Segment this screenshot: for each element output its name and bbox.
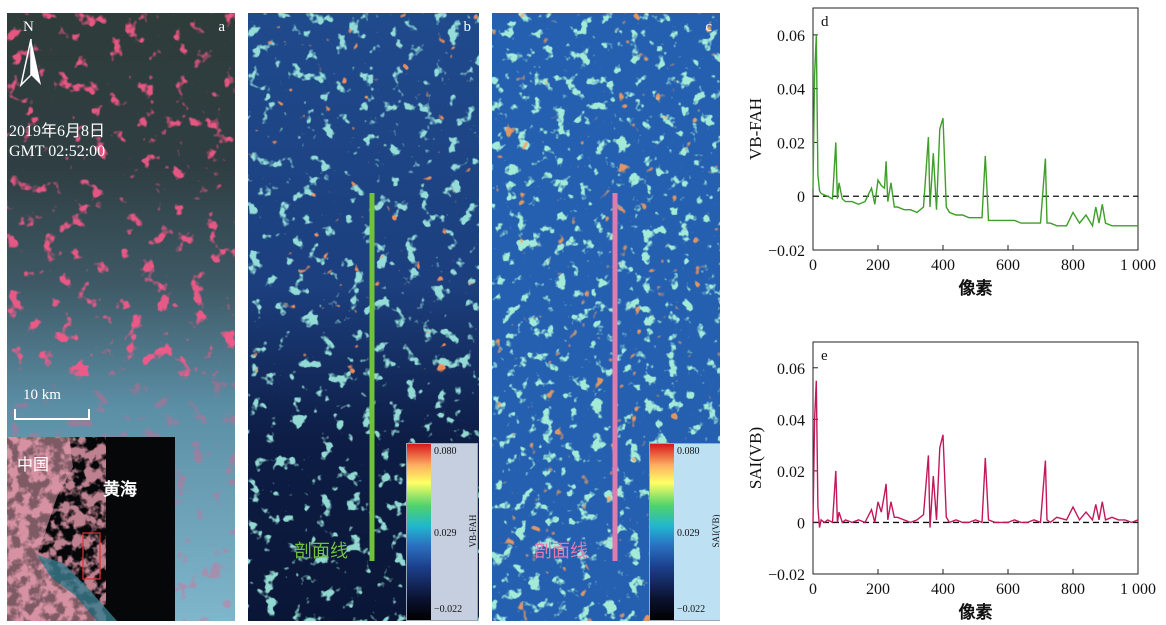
panel-label-b: b bbox=[463, 19, 472, 35]
y-axis-label: VB-FAH bbox=[746, 98, 765, 160]
colorbar-title: SAI(VB) bbox=[711, 514, 720, 548]
panel-label-d: d bbox=[821, 14, 829, 30]
vb-fah-image bbox=[248, 13, 479, 621]
x-tick-label: 200 bbox=[866, 257, 890, 274]
x-tick-label: 1 000 bbox=[1120, 581, 1156, 598]
scalebar-label: 10 km bbox=[23, 387, 61, 403]
acquisition-date: 2019年6月8日 bbox=[9, 123, 106, 140]
colorbar-min: −0.022 bbox=[677, 604, 706, 615]
panel-label-a: a bbox=[218, 19, 225, 35]
plot-frame bbox=[812, 7, 1139, 251]
data-series-line bbox=[812, 380, 1139, 528]
index-map-panel-b: b 剖面线 0.080 0.029 −0.022 VB-FAH bbox=[248, 13, 479, 621]
x-tick-label: 800 bbox=[1061, 257, 1085, 274]
colorbar-gradient bbox=[650, 444, 674, 620]
line-chart-e: 0 200 400 600 800 1 000−0.0200.020.040.06e像素S… bbox=[746, 341, 1156, 622]
y-tick-label: −0.02 bbox=[768, 243, 805, 260]
panel-label-c: c bbox=[705, 19, 712, 35]
x-tick-label: 1 000 bbox=[1120, 257, 1156, 274]
panel-label-e: e bbox=[821, 348, 828, 364]
x-tick-label: 600 bbox=[996, 257, 1020, 274]
y-tick-label: 0.06 bbox=[777, 28, 805, 45]
colorbar-max: 0.080 bbox=[434, 446, 457, 457]
colorbar-min: −0.022 bbox=[434, 604, 463, 615]
profile-line-label: 剖面线 bbox=[294, 541, 348, 561]
inset-label-china: 中国 bbox=[17, 457, 50, 474]
north-arrow-icon bbox=[19, 39, 41, 88]
y-axis-label: SAI(VB) bbox=[746, 427, 765, 489]
colorbar-c: 0.080 0.029 −0.022 SAI(VB) bbox=[649, 443, 720, 621]
index-map-panel-c: c 剖面线 0.080 0.029 −0.022 SAI(VB) bbox=[492, 13, 720, 621]
x-axis-label: 像素 bbox=[959, 279, 993, 298]
y-tick-label: 0.04 bbox=[777, 412, 805, 429]
north-label: N bbox=[23, 19, 34, 35]
y-tick-label: 0 bbox=[797, 515, 805, 532]
x-tick-label: 800 bbox=[1061, 581, 1085, 598]
inset-map: 中国 黄海 bbox=[7, 437, 175, 621]
y-tick-label: 0.02 bbox=[777, 135, 805, 152]
acquisition-time: GMT 02:52:00 bbox=[9, 143, 106, 160]
data-series-line bbox=[812, 34, 1138, 228]
x-tick-label: 400 bbox=[931, 257, 955, 274]
satellite-image-panel-a: N a 2019年6月8日 GMT 02:52:00 10 km 中国 黄海 bbox=[7, 13, 235, 621]
colorbar-b: 0.080 0.029 −0.022 VB-FAH bbox=[406, 443, 478, 621]
colorbar-mid: 0.029 bbox=[677, 528, 700, 539]
colorbar-mid: 0.029 bbox=[434, 528, 457, 539]
profile-line-label: 剖面线 bbox=[534, 541, 588, 561]
colorbar-max: 0.080 bbox=[677, 446, 700, 457]
x-tick-label: 400 bbox=[931, 581, 955, 598]
line-chart-d: 0 200 400 600 800 1 000−0.0200.020.040.06d像素V… bbox=[746, 7, 1156, 298]
y-tick-label: −0.02 bbox=[768, 567, 805, 584]
y-tick-label: 0.02 bbox=[777, 464, 805, 481]
x-tick-label: 0 bbox=[809, 257, 817, 274]
study-area-box bbox=[82, 532, 101, 580]
plot-frame bbox=[812, 341, 1139, 575]
colorbar-gradient bbox=[407, 444, 431, 620]
inset-label-yellow-sea: 黄海 bbox=[103, 480, 137, 499]
colorbar-title: VB-FAH bbox=[468, 514, 478, 548]
y-tick-label: 0 bbox=[797, 189, 805, 206]
y-tick-label: 0.06 bbox=[777, 361, 805, 378]
x-tick-label: 600 bbox=[996, 581, 1020, 598]
x-tick-label: 200 bbox=[866, 581, 890, 598]
x-tick-label: 0 bbox=[809, 581, 817, 598]
y-tick-label: 0.04 bbox=[777, 82, 805, 99]
x-axis-label: 像素 bbox=[959, 603, 993, 622]
scalebar bbox=[14, 409, 90, 420]
